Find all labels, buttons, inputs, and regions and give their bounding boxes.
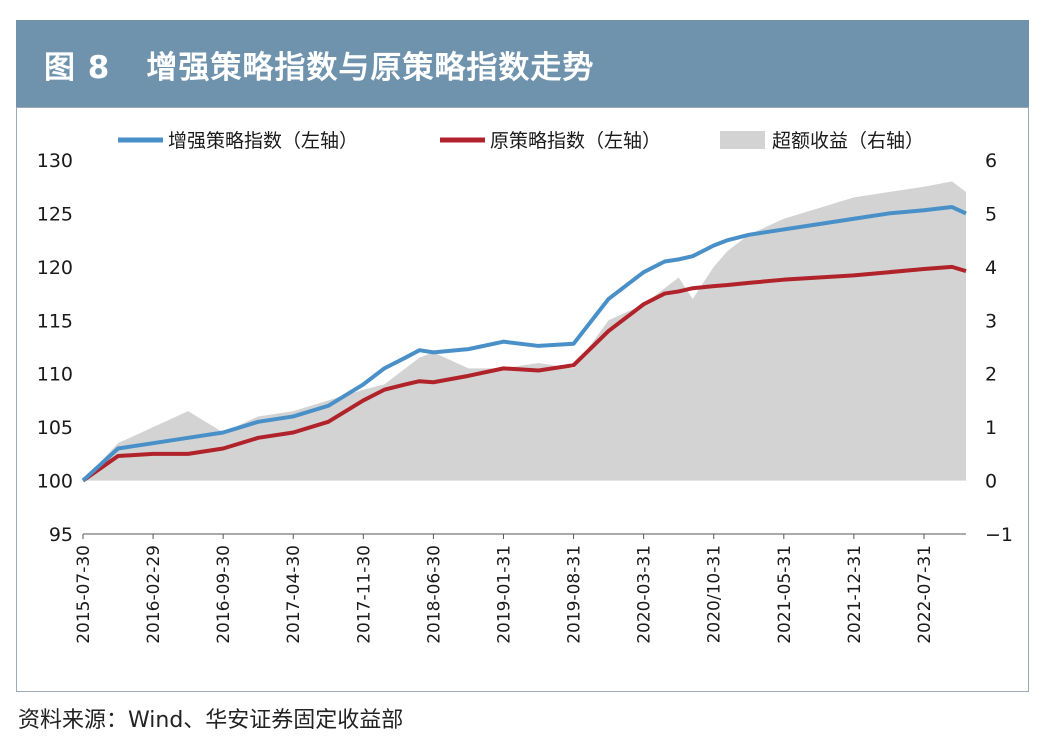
y-left-tick-label: 100 [37, 471, 73, 493]
y-left-tick-label: 125 [37, 203, 73, 225]
x-tick-label: 2022-07-31 [915, 545, 935, 644]
source-note: 资料来源：Wind、华安证券固定收益部 [18, 708, 404, 733]
chart-frame [16, 107, 1029, 692]
excess-area-layer [83, 181, 966, 481]
x-tick-label: 2020/10-31 [705, 545, 725, 643]
x-tick-label: 2019-01-31 [494, 545, 514, 644]
series-lines [81, 205, 967, 483]
y-right-tick-label: −1 [985, 524, 1013, 546]
y-right-tick-label: 0 [985, 471, 997, 493]
x-tick-label: 2017-04-30 [284, 545, 304, 644]
x-tick-label: 2019-08-31 [565, 545, 585, 644]
y-left-tick-label: 105 [37, 417, 73, 439]
x-tick-label: 2020-03-31 [635, 545, 655, 644]
figure-number: 图 8 [44, 50, 111, 86]
figure-title-text: 增强策略指数与原策略指数走势 [146, 50, 595, 86]
x-tick-label: 2016-09-30 [214, 545, 234, 644]
legend-label-excess: 超额收益（右轴） [772, 130, 924, 152]
original-index-line [81, 264, 967, 483]
y-left-tick-label: 110 [37, 364, 73, 386]
y-right-tick-label: 2 [985, 364, 997, 386]
axes: 130 125 120 115 110 105 100 95 6 5 4 3 2 1 0 −1 2015-07-… [37, 150, 1013, 644]
x-tick-label: 2016-02-29 [144, 545, 164, 644]
x-tick-label: 2018-06-30 [424, 545, 444, 644]
y-right-tick-label: 4 [985, 257, 997, 279]
legend: 增强策略指数（左轴） 原策略指数（左轴） 超额收益（右轴） [118, 130, 924, 152]
figure-title-bar: 图 8 增强策略指数与原策略指数走势 [16, 20, 1029, 107]
legend-swatch-excess [720, 131, 765, 149]
y-left-tick-label: 130 [37, 150, 73, 172]
y-right-tick-label: 6 [985, 150, 997, 172]
x-tick-label: 2021-12-31 [845, 545, 865, 644]
y-left-tick-label: 95 [49, 524, 73, 546]
x-tick-label: 2017-11-30 [354, 545, 374, 644]
x-tick-label: 2015-07-30 [74, 545, 94, 644]
y-right-tick-label: 3 [985, 310, 997, 332]
excess-return-area [83, 181, 966, 481]
y-left-tick-label: 120 [37, 257, 73, 279]
legend-label-original: 原策略指数（左轴） [490, 130, 661, 152]
y-right-tick-label: 5 [985, 203, 997, 225]
y-left-tick-label: 115 [37, 310, 73, 332]
enhanced-index-line [81, 205, 967, 483]
legend-label-enhanced: 增强策略指数（左轴） [168, 130, 358, 152]
x-tick-label: 2021-05-31 [775, 545, 795, 644]
figure-title: 图 8 增强策略指数与原策略指数走势 [44, 42, 594, 87]
y-right-tick-label: 1 [985, 417, 997, 439]
